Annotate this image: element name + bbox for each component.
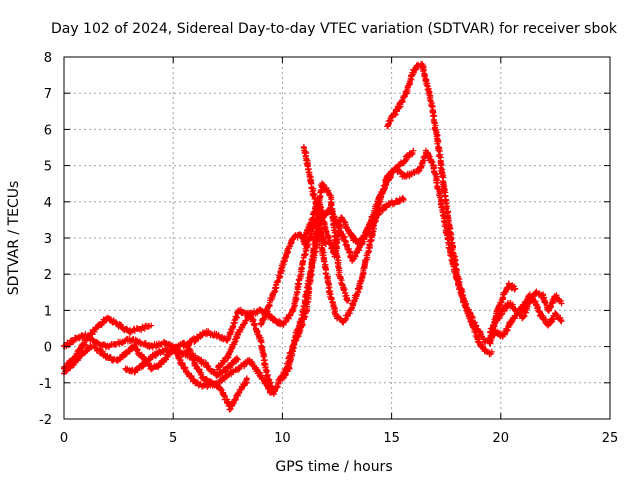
data-point xyxy=(325,187,332,194)
data-point xyxy=(234,356,241,363)
data-point xyxy=(311,195,318,202)
y-tick-label: 2 xyxy=(44,268,52,283)
data-point xyxy=(448,240,455,247)
data-point xyxy=(271,316,278,323)
data-point xyxy=(522,298,529,305)
data-point xyxy=(336,225,343,232)
data-point xyxy=(289,237,296,244)
data-point xyxy=(511,286,518,293)
data-point xyxy=(558,298,565,305)
series-track-I xyxy=(301,194,407,265)
data-point xyxy=(282,371,289,378)
data-point xyxy=(274,277,281,284)
data-point xyxy=(429,158,436,165)
series-track-J xyxy=(300,143,495,358)
data-point xyxy=(423,82,430,89)
data-point xyxy=(320,258,327,265)
data-point xyxy=(358,277,365,284)
data-point xyxy=(91,328,98,335)
data-point xyxy=(271,285,278,292)
data-point xyxy=(434,140,441,147)
data-point xyxy=(400,196,407,203)
data-point xyxy=(410,147,417,154)
x-tick-label: 5 xyxy=(169,431,177,446)
data-point xyxy=(419,158,426,165)
data-point xyxy=(349,256,356,263)
data-point xyxy=(447,230,454,237)
data-point xyxy=(230,323,237,330)
data-points xyxy=(60,60,565,413)
series-track-G xyxy=(257,231,309,328)
y-tick-label: -1 xyxy=(39,377,52,392)
x-tick-label: 10 xyxy=(274,431,291,446)
data-point xyxy=(287,239,294,246)
data-point xyxy=(361,235,368,242)
data-point xyxy=(238,386,245,393)
data-point xyxy=(488,348,495,355)
y-tick-label: 1 xyxy=(44,304,52,319)
x-tick-label: 0 xyxy=(60,431,68,446)
data-point xyxy=(290,305,297,312)
data-point xyxy=(491,321,498,328)
data-point xyxy=(428,102,435,109)
series-track-M xyxy=(486,291,565,343)
data-point xyxy=(243,317,250,324)
data-point xyxy=(313,203,320,210)
y-tick-label: 0 xyxy=(44,341,52,356)
data-point xyxy=(227,329,234,336)
y-tick-label: -2 xyxy=(39,413,52,428)
data-point xyxy=(298,264,305,271)
y-tick-label: 6 xyxy=(44,123,52,138)
data-point xyxy=(98,348,105,355)
data-point xyxy=(173,350,180,357)
data-point xyxy=(301,252,308,259)
x-tick-label: 15 xyxy=(383,431,400,446)
x-tick-label: 25 xyxy=(602,431,619,446)
data-point xyxy=(243,375,250,382)
x-tick-label: 20 xyxy=(493,431,510,446)
data-point xyxy=(251,322,258,329)
data-point xyxy=(399,98,406,105)
data-point xyxy=(341,218,348,225)
data-point xyxy=(456,281,463,288)
data-point xyxy=(452,262,459,269)
series-track-D xyxy=(122,342,275,397)
data-point xyxy=(307,268,314,275)
series-track-K xyxy=(384,60,519,347)
y-tick-label: 8 xyxy=(44,51,52,66)
data-point xyxy=(302,239,309,246)
x-tick-labels: 0 5 10 15 20 25 xyxy=(60,431,618,446)
data-point xyxy=(350,299,357,306)
data-point xyxy=(552,310,559,317)
y-tick-label: 7 xyxy=(44,87,52,102)
data-point xyxy=(148,322,155,329)
y-tick-label: 3 xyxy=(44,232,52,247)
y-axis-label: SDTVAR / TECUs xyxy=(6,181,22,296)
data-point xyxy=(345,297,352,304)
data-point xyxy=(512,285,519,292)
data-point xyxy=(130,326,137,333)
y-tick-label: 4 xyxy=(44,196,52,211)
data-point xyxy=(558,316,565,323)
data-point xyxy=(204,362,211,369)
data-point xyxy=(190,356,197,363)
y-tick-label: 5 xyxy=(44,160,52,175)
axis-ticks xyxy=(63,56,611,420)
y-tick-labels: -2 -1 0 1 2 3 4 5 6 7 8 xyxy=(39,51,52,428)
chart-title: Day 102 of 2024, Sidereal Day-to-day VTE… xyxy=(51,21,618,37)
data-point xyxy=(185,341,192,348)
x-axis-label: GPS time / hours xyxy=(275,459,392,475)
data-point xyxy=(391,111,398,118)
data-point xyxy=(328,194,335,201)
